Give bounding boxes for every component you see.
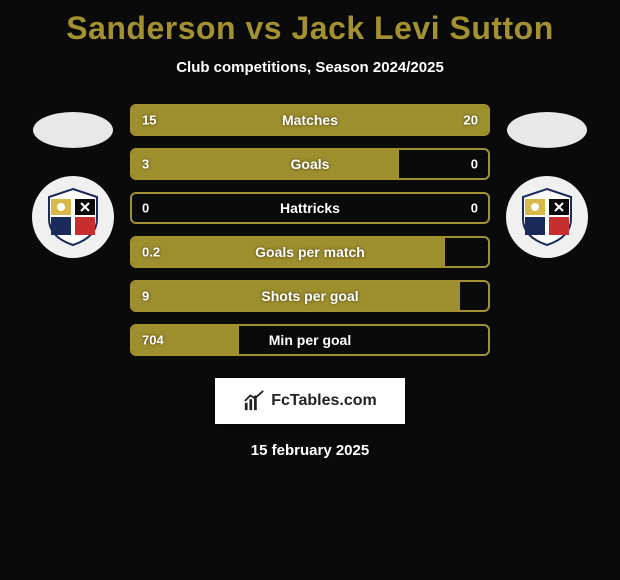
- right-player-avatar: [507, 112, 587, 148]
- stat-row: 0 Hattricks 0: [130, 192, 490, 224]
- page-title: Sanderson vs Jack Levi Sutton: [66, 10, 554, 47]
- stat-row: 704 Min per goal: [130, 324, 490, 356]
- left-club-crest: [32, 176, 114, 258]
- subtitle: Club competitions, Season 2024/2025: [176, 59, 444, 76]
- stat-row: 0.2 Goals per match: [130, 236, 490, 268]
- stat-row: 3 Goals 0: [130, 148, 490, 180]
- stat-value-right: 0: [471, 157, 478, 172]
- date-label: 15 february 2025: [251, 442, 369, 459]
- stat-bars: 15 Matches 20 3 Goals 0 0 Hattricks 0 0.2 Goals pe…: [130, 104, 490, 356]
- stat-value-left: 0: [142, 201, 149, 216]
- stat-value-left: 0.2: [142, 245, 160, 260]
- stat-value-left: 15: [142, 113, 156, 128]
- stat-label: Matches: [282, 112, 338, 128]
- crest-icon: [41, 185, 105, 249]
- stat-label: Hattricks: [280, 200, 340, 216]
- comparison-panel: 15 Matches 20 3 Goals 0 0 Hattricks 0 0.2 Goals pe…: [0, 104, 620, 356]
- stat-value-left: 9: [142, 289, 149, 304]
- stat-label: Goals per match: [255, 244, 365, 260]
- chart-icon: [243, 390, 265, 412]
- source-logo-text: FcTables.com: [271, 392, 377, 410]
- stat-value-right: 0: [471, 201, 478, 216]
- stat-row: 15 Matches 20: [130, 104, 490, 136]
- stat-fill-left: [132, 150, 399, 178]
- right-player-column: [502, 104, 592, 258]
- stat-label: Min per goal: [269, 332, 351, 348]
- source-logo: FcTables.com: [215, 378, 405, 424]
- left-player-avatar: [33, 112, 113, 148]
- stat-value-right: 20: [464, 113, 478, 128]
- stat-row: 9 Shots per goal: [130, 280, 490, 312]
- stat-value-left: 3: [142, 157, 149, 172]
- stat-value-left: 704: [142, 333, 164, 348]
- stat-label: Goals: [291, 156, 330, 172]
- left-player-column: [28, 104, 118, 258]
- crest-icon: [515, 185, 579, 249]
- right-club-crest: [506, 176, 588, 258]
- stat-label: Shots per goal: [261, 288, 358, 304]
